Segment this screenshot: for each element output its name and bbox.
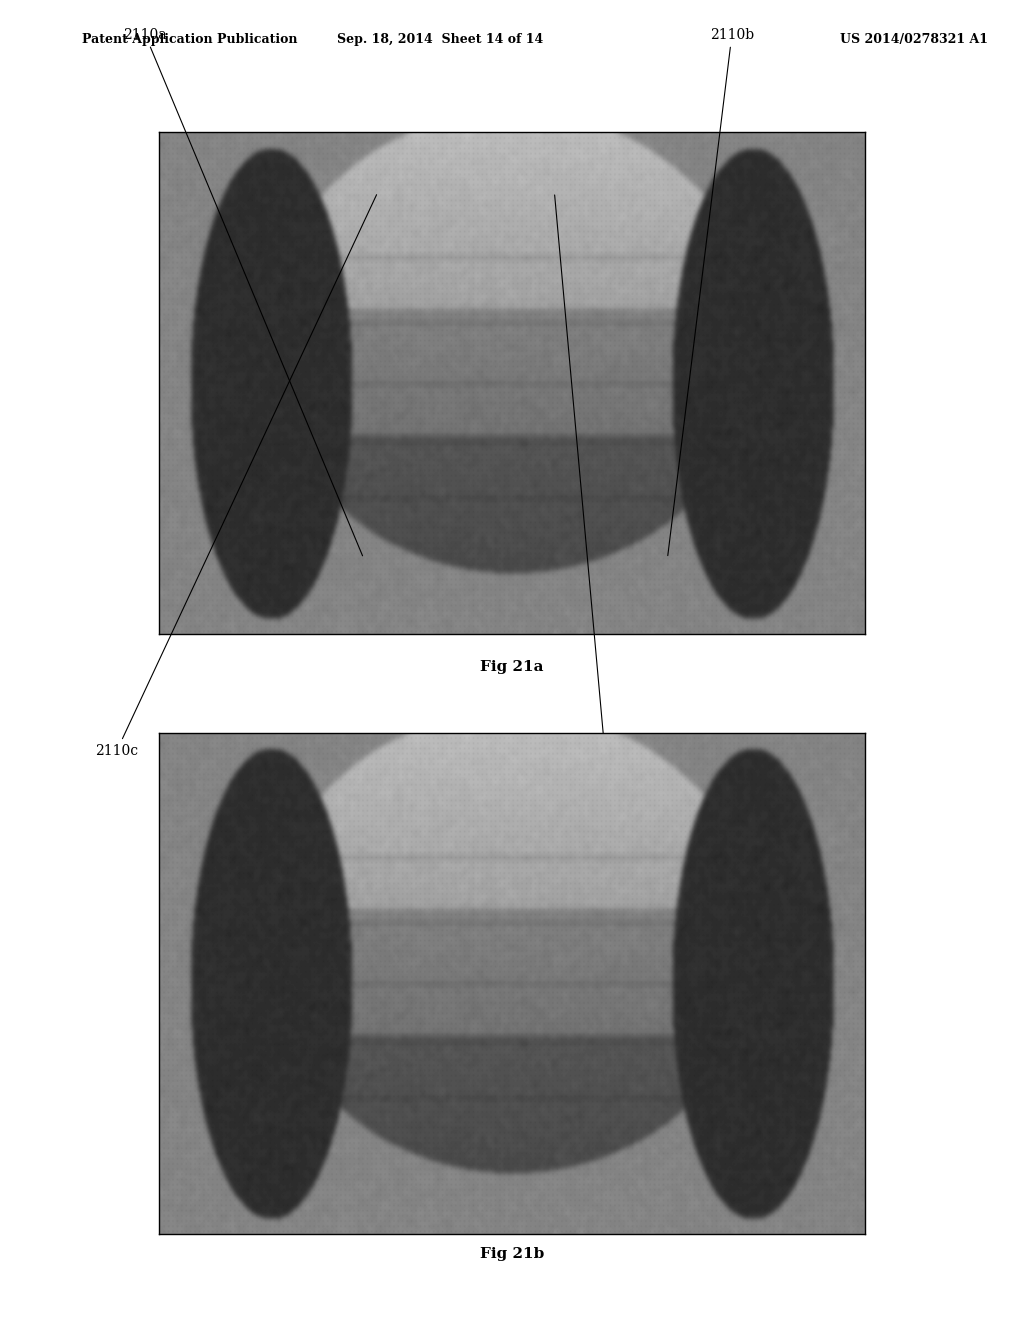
Text: US 2014/0278321 A1: US 2014/0278321 A1 — [840, 33, 988, 46]
Text: Patent Application Publication: Patent Application Publication — [82, 33, 297, 46]
Text: 2110c: 2110c — [95, 195, 377, 758]
Text: 2110a: 2110a — [123, 28, 362, 556]
Text: Sep. 18, 2014  Sheet 14 of 14: Sep. 18, 2014 Sheet 14 of 14 — [337, 33, 544, 46]
Text: Fig 21a: Fig 21a — [480, 660, 544, 675]
Text: Fig 21b: Fig 21b — [480, 1247, 544, 1262]
Text: 2110d: 2110d — [555, 195, 627, 758]
Text: 2110b: 2110b — [668, 28, 754, 556]
